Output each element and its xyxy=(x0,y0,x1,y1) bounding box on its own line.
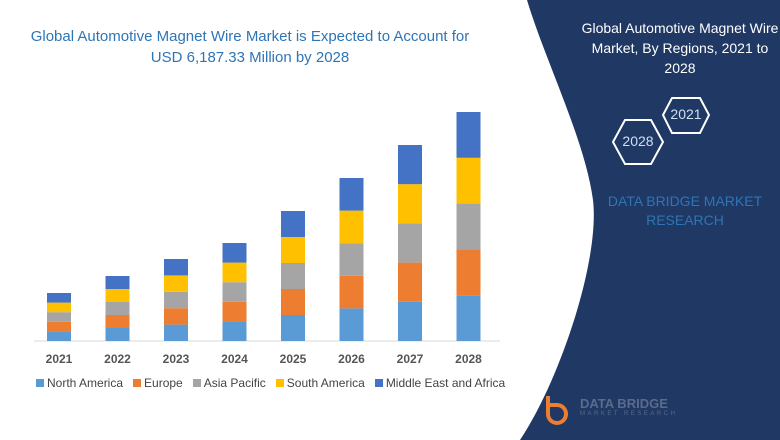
legend-item: Europe xyxy=(133,376,183,390)
x-tick-label: 2026 xyxy=(338,352,365,366)
bar-2027-middle-east-and-africa xyxy=(398,145,422,185)
legend: North America Europe Asia Pacific South Ame… xyxy=(36,376,505,390)
bar-2021-asia-pacific xyxy=(47,312,71,322)
chart-title: Global Automotive Magnet Wire Market is … xyxy=(30,28,470,66)
bar-2022-asia-pacific xyxy=(105,302,130,315)
legend-swatch xyxy=(275,379,284,387)
legend-item: North America xyxy=(36,376,123,390)
bar-2027-north-america xyxy=(398,301,422,341)
bar-2021-north-america xyxy=(47,331,71,341)
side-panel xyxy=(520,0,780,440)
x-tick-label: 2021 xyxy=(46,352,73,366)
bar-2023-europe xyxy=(164,308,188,325)
legend-swatch xyxy=(133,379,142,387)
bar-2021-south-america xyxy=(47,302,71,313)
bar-2024-south-america xyxy=(222,262,247,283)
x-tick-label: 2023 xyxy=(163,352,190,366)
bar-2022-south-america xyxy=(105,289,130,302)
panel-title: Global Automotive Magnet Wire Market, By… xyxy=(581,20,779,76)
x-tick-label: 2028 xyxy=(455,352,482,366)
bar-2022-europe xyxy=(105,315,130,328)
bar-2028-middle-east-and-africa xyxy=(456,112,481,158)
legend-label: Europe xyxy=(144,376,183,390)
bar-2027-asia-pacific xyxy=(398,223,422,263)
x-tick-label: 2022 xyxy=(104,352,131,366)
bar-2028-europe xyxy=(456,249,481,296)
bar-2027-south-america xyxy=(398,184,422,224)
logo-name: DATA BRIDGE xyxy=(580,396,668,411)
bar-2028-north-america xyxy=(456,295,481,341)
bar-2027-europe xyxy=(398,262,422,302)
bar-2028-south-america xyxy=(456,157,481,204)
bar-2025-europe xyxy=(281,289,305,315)
x-tick-label: 2025 xyxy=(280,352,307,366)
legend-label: South America xyxy=(286,376,365,390)
legend-label: North America xyxy=(47,376,124,390)
bar-2024-middle-east-and-africa xyxy=(222,243,247,263)
bar-2026-south-america xyxy=(339,210,364,244)
bar-2026-middle-east-and-africa xyxy=(339,178,364,211)
bar-2026-asia-pacific xyxy=(339,243,364,276)
logo: DATA BRIDGE MARKET RESEARCH xyxy=(580,396,677,417)
bar-2026-europe xyxy=(339,275,364,309)
bars xyxy=(47,112,481,341)
legend-swatch xyxy=(192,379,201,387)
x-tick-label: 2024 xyxy=(221,352,248,366)
bar-2025-asia-pacific xyxy=(281,263,305,289)
bar-2021-europe xyxy=(47,321,71,332)
hex-2028-shape xyxy=(611,119,665,165)
bar-2023-middle-east-and-africa xyxy=(164,259,188,276)
bar-2023-asia-pacific xyxy=(164,291,188,309)
bar-2022-north-america xyxy=(105,328,130,341)
legend-item: Asia Pacific xyxy=(192,376,266,390)
bar-2021-middle-east-and-africa xyxy=(47,293,71,303)
x-ticks: 2021 2022 2023 2024 2025 2026 2027 2028 xyxy=(46,352,483,366)
bar-2023-south-america xyxy=(164,275,188,292)
brand-text: DATA BRIDGE MARKET RESEARCH xyxy=(607,193,763,228)
hex-2021: 2021 xyxy=(670,106,702,122)
legend-label: Asia Pacific xyxy=(203,376,266,390)
legend-item: South America xyxy=(275,376,365,390)
bar-2025-south-america xyxy=(281,237,305,263)
legend-swatch xyxy=(374,379,383,387)
bar-2025-middle-east-and-africa xyxy=(281,211,305,237)
bar-2028-asia-pacific xyxy=(456,203,481,250)
bar-2022-middle-east-and-africa xyxy=(105,276,130,289)
bar-2026-north-america xyxy=(339,308,364,341)
bar-2024-europe xyxy=(222,301,247,322)
x-tick-label: 2027 xyxy=(397,352,424,366)
legend-label: Middle East and Africa xyxy=(385,376,506,390)
hex-2021-shape xyxy=(661,97,711,134)
bar-2024-asia-pacific xyxy=(222,282,247,302)
bar-2023-north-america xyxy=(164,324,188,341)
legend-item: Middle East and Africa xyxy=(374,376,506,390)
bar-2024-north-america xyxy=(222,321,247,341)
legend-swatch xyxy=(36,379,44,387)
logo-icon xyxy=(546,396,568,425)
bar-2025-north-america xyxy=(281,315,305,341)
hex-2028: 2028 xyxy=(622,133,654,149)
logo-sub: MARKET RESEARCH xyxy=(580,411,678,417)
